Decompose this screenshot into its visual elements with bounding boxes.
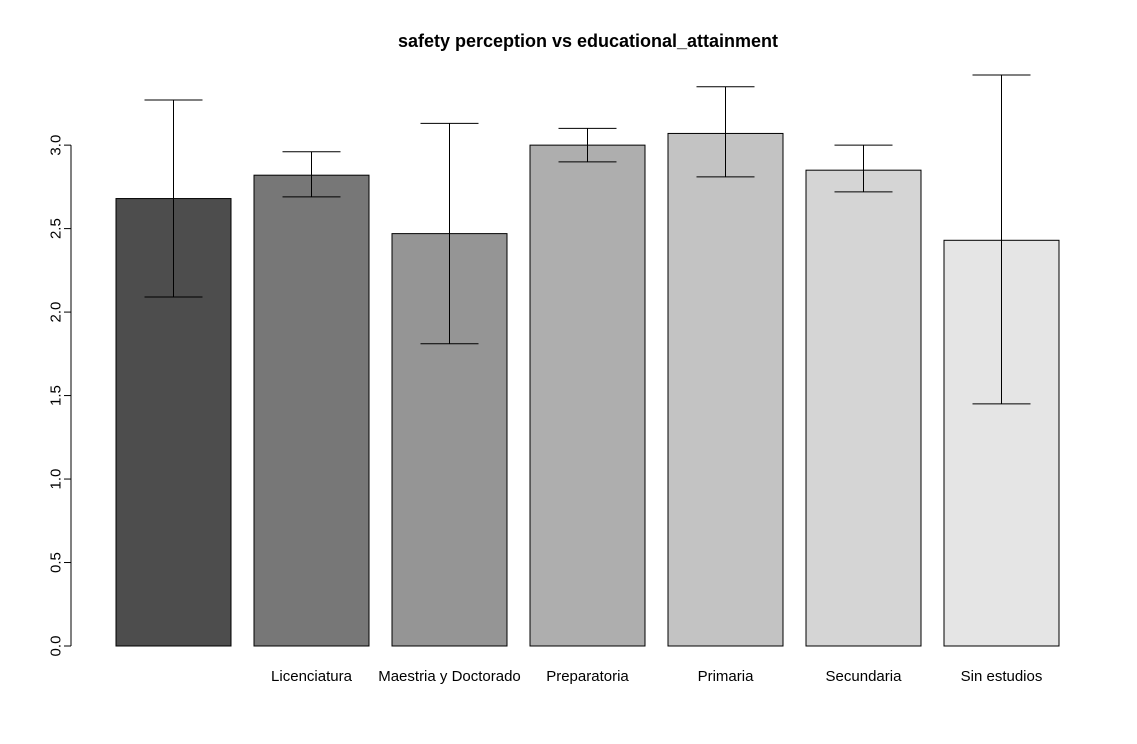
- x-category-label: Primaria: [698, 668, 754, 685]
- bars-group: [115, 132, 1060, 647]
- x-axis-labels: Licenciatura Maestria y Doctorado Preparat…: [271, 668, 1042, 685]
- bar: [805, 169, 922, 647]
- y-tick-label: 0.0: [48, 636, 65, 657]
- y-tick-label: 1.5: [48, 385, 65, 406]
- x-category-label: Sin estudios: [961, 668, 1043, 685]
- bar: [253, 174, 370, 647]
- y-tick-label: 0.5: [48, 552, 65, 573]
- y-axis: 0.0 0.5 1.0 1.5 2.0 2.5 3.0: [48, 135, 72, 657]
- y-tick-label: 1.0: [48, 469, 65, 490]
- x-category-label: Preparatoria: [546, 668, 629, 685]
- x-category-label: Secundaria: [826, 668, 903, 685]
- y-tick-label: 2.5: [48, 218, 65, 239]
- x-category-label: Maestria y Doctorado: [378, 668, 521, 685]
- x-category-label: Licenciatura: [271, 668, 353, 685]
- y-tick-label: 3.0: [48, 135, 65, 156]
- bar: [529, 144, 646, 647]
- y-tick-label: 2.0: [48, 302, 65, 323]
- bar: [667, 132, 784, 647]
- chart-title: safety perception vs educational_attainm…: [398, 31, 778, 51]
- error-bars-group: [144, 74, 1031, 405]
